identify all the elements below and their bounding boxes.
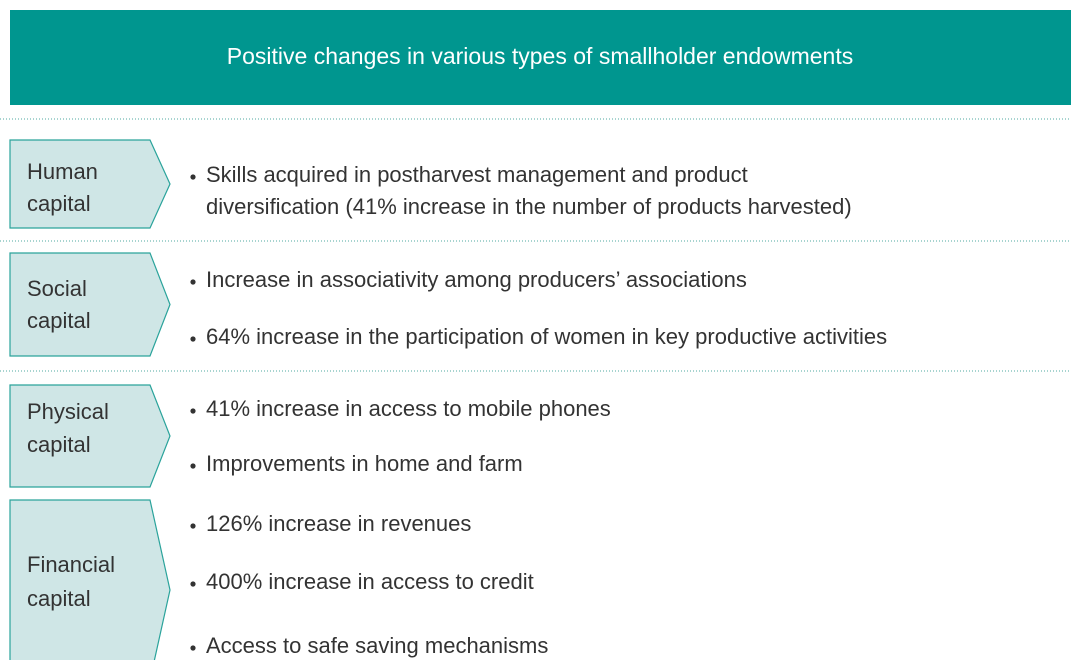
bullet-text: 64% increase in the participation of wom… [206,324,887,349]
bullet-dot [190,174,196,180]
header-bar [10,10,1071,105]
label-box [9,499,171,660]
bullet-dot [190,523,196,529]
row-label: Social [27,276,87,301]
bullet-text: diversification (41% increase in the num… [206,194,852,219]
row-label: capital [27,432,91,457]
row-label: capital [27,191,91,216]
bullet-dot [190,581,196,587]
row-label: capital [27,308,91,333]
bullet-text: 400% increase in access to credit [206,569,534,594]
header-title: Positive changes in various types of sma… [227,43,853,69]
bullet-text: 41% increase in access to mobile phones [206,396,611,421]
bullet-text: Skills acquired in postharvest managemen… [206,162,748,187]
bullet-dot [190,408,196,414]
label-box [9,139,171,229]
bullet-text: 126% increase in revenues [206,511,471,536]
bullet-text: Improvements in home and farm [206,451,523,476]
bullet-dot [190,279,196,285]
label-box [9,384,171,488]
bullet-text: Access to safe saving mechanisms [206,633,548,658]
bullet-dot [190,645,196,651]
bullet-dot [190,463,196,469]
row-label: capital [27,586,91,611]
row-label: Human [27,159,98,184]
bullet-dot [190,336,196,342]
row-label: Financial [27,552,115,577]
bullet-text: Increase in associativity among producer… [206,267,747,292]
label-box [9,252,171,357]
row-label: Physical [27,399,109,424]
